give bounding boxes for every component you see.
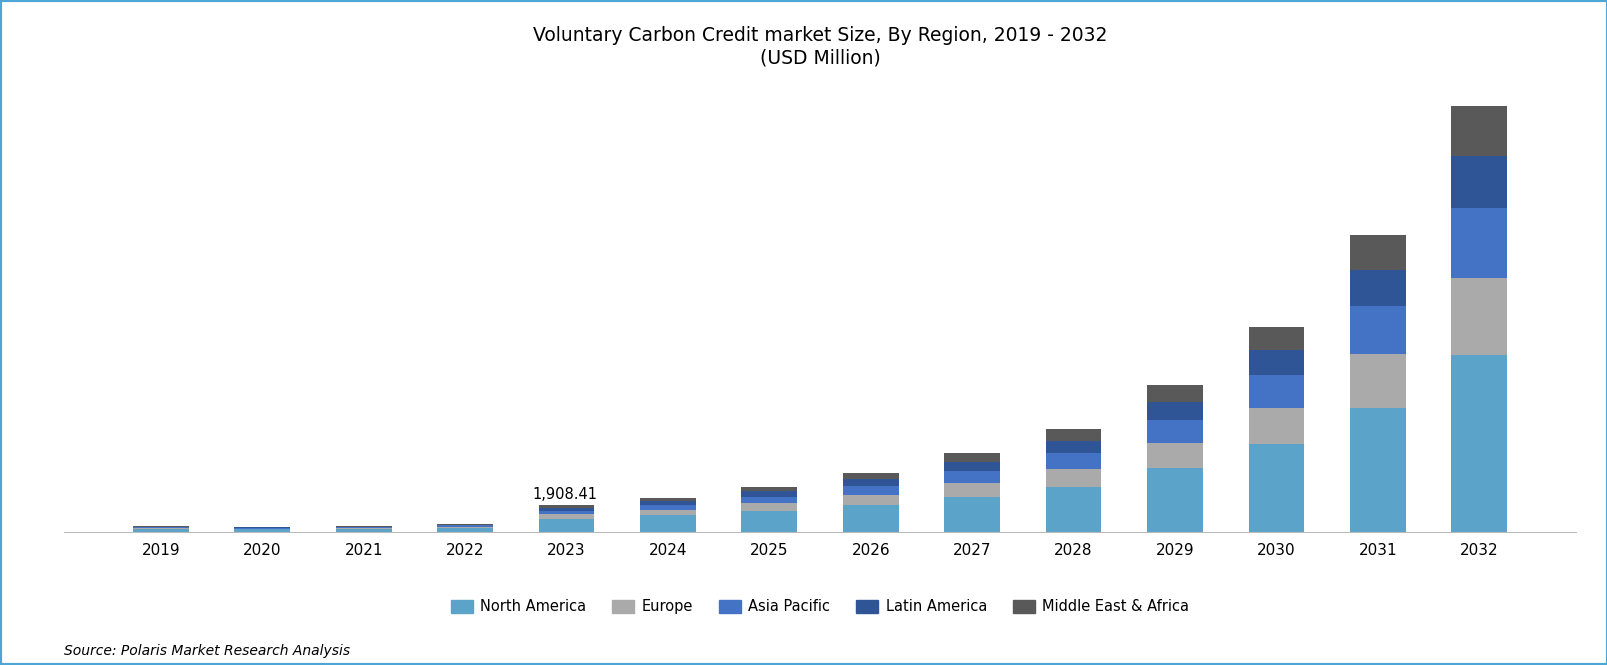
Bar	[336, 527, 392, 528]
Bar	[943, 483, 1000, 497]
Bar	[943, 453, 1000, 462]
Bar	[133, 527, 188, 528]
Bar	[1146, 402, 1202, 420]
Bar	[336, 529, 392, 532]
Bar	[437, 528, 493, 532]
Bar	[1146, 420, 1202, 443]
Bar	[1045, 429, 1101, 441]
Bar	[1146, 385, 1202, 402]
Bar	[842, 486, 898, 495]
Bar	[1045, 453, 1101, 469]
Bar	[1350, 235, 1405, 270]
Bar	[1247, 444, 1303, 532]
Bar	[1451, 277, 1506, 355]
Bar	[1045, 469, 1101, 487]
Bar	[741, 503, 797, 511]
Bar	[943, 471, 1000, 483]
Bar	[1045, 441, 1101, 453]
Bar	[1451, 106, 1506, 156]
Bar	[1350, 354, 1405, 408]
Bar	[1350, 270, 1405, 306]
Bar	[842, 505, 898, 532]
Bar	[640, 501, 696, 505]
Bar	[336, 528, 392, 529]
Bar	[1045, 487, 1101, 532]
Bar	[842, 495, 898, 505]
Bar	[538, 511, 595, 514]
Bar	[538, 505, 595, 508]
Bar	[1350, 306, 1405, 354]
Bar	[842, 479, 898, 486]
Bar	[133, 529, 188, 532]
Bar	[640, 505, 696, 510]
Bar	[1247, 408, 1303, 444]
Text: Source: Polaris Market Research Analysis: Source: Polaris Market Research Analysis	[64, 644, 350, 658]
Bar	[1350, 408, 1405, 532]
Bar	[943, 462, 1000, 471]
Bar	[640, 510, 696, 515]
Bar	[538, 514, 595, 519]
Bar	[133, 528, 188, 529]
Bar	[1247, 375, 1303, 408]
Bar	[741, 497, 797, 503]
Bar	[437, 527, 493, 528]
Bar	[1451, 208, 1506, 277]
Bar	[1451, 355, 1506, 532]
Bar	[235, 529, 289, 532]
Bar	[741, 511, 797, 532]
Bar	[538, 508, 595, 511]
Bar	[943, 497, 1000, 532]
Bar	[538, 519, 595, 532]
Bar	[1247, 350, 1303, 375]
Bar	[1146, 443, 1202, 468]
Bar	[1146, 468, 1202, 532]
Bar	[842, 473, 898, 479]
Legend: North America, Europe, Asia Pacific, Latin America, Middle East & Africa: North America, Europe, Asia Pacific, Lat…	[445, 594, 1194, 620]
Bar	[640, 497, 696, 501]
Title: Voluntary Carbon Credit market Size, By Region, 2019 - 2032
(USD Million): Voluntary Carbon Credit market Size, By …	[532, 26, 1107, 67]
Bar	[741, 487, 797, 491]
Bar	[1247, 327, 1303, 350]
Bar	[741, 491, 797, 497]
Bar	[640, 515, 696, 532]
Text: 1,908.41: 1,908.41	[532, 487, 596, 502]
Bar	[437, 525, 493, 527]
Bar	[1451, 156, 1506, 208]
